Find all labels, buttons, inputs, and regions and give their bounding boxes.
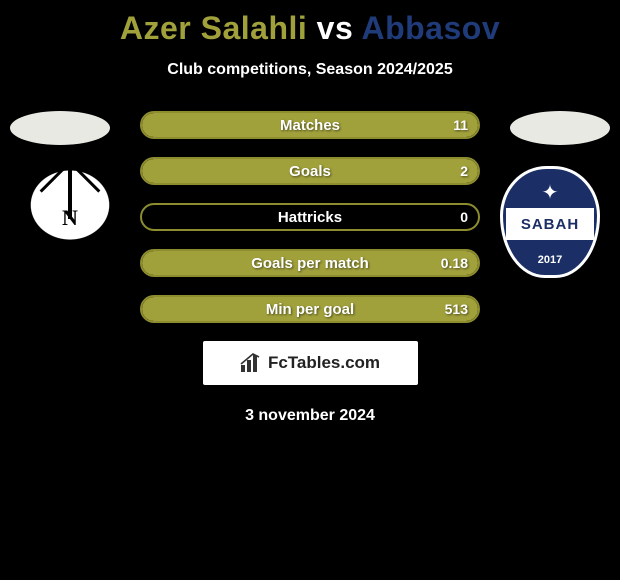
stat-value: 2 xyxy=(460,163,468,179)
stat-row: Hattricks0 xyxy=(140,203,480,231)
stat-value: 513 xyxy=(445,301,468,317)
stat-label: Goals xyxy=(142,163,478,180)
stat-row: Goals2 xyxy=(140,157,480,185)
stat-value: 0 xyxy=(460,209,468,225)
date: 3 november 2024 xyxy=(0,407,620,425)
chart-icon xyxy=(240,353,262,373)
stat-value: 0.18 xyxy=(441,255,468,271)
player-right-avatar-placeholder xyxy=(510,111,610,145)
club-badge-right: ✦ SABAH 2017 xyxy=(500,166,600,266)
neftchi-crest-icon: N xyxy=(20,161,120,249)
sabah-star-icon: ✦ xyxy=(542,180,559,205)
sabah-crest-icon: ✦ SABAH 2017 xyxy=(500,166,600,278)
source-logo-text: FcTables.com xyxy=(268,353,380,373)
title-vs: vs xyxy=(317,10,354,46)
stat-label: Goals per match xyxy=(142,255,478,272)
source-logo: FcTables.com xyxy=(203,341,418,385)
player-left-avatar-placeholder xyxy=(10,111,110,145)
stat-row: Min per goal513 xyxy=(140,295,480,323)
club-badge-left: N xyxy=(20,161,120,261)
stat-row: Matches11 xyxy=(140,111,480,139)
sabah-year: 2017 xyxy=(500,254,600,266)
stat-value: 11 xyxy=(453,117,468,133)
stats-bars: Matches11 Goals2 Hattricks0 Goals per match… xyxy=(140,111,480,323)
title-player2: Abbasov xyxy=(361,10,500,46)
stat-label: Min per goal xyxy=(142,301,478,318)
comparison-content: N ✦ SABAH 2017 Matches11Goals2Hattricks0… xyxy=(0,111,620,425)
title-player1: Azer Salahli xyxy=(120,10,307,46)
stat-row: Goals per match0.18 xyxy=(140,249,480,277)
neftchi-initial: N xyxy=(62,205,78,231)
sabah-name: SABAH xyxy=(506,208,594,240)
stat-label: Matches xyxy=(142,117,478,134)
stat-label: Hattricks xyxy=(142,209,478,226)
subtitle: Club competitions, Season 2024/2025 xyxy=(0,61,620,79)
page-title: Azer Salahli vs Abbasov xyxy=(0,0,620,47)
